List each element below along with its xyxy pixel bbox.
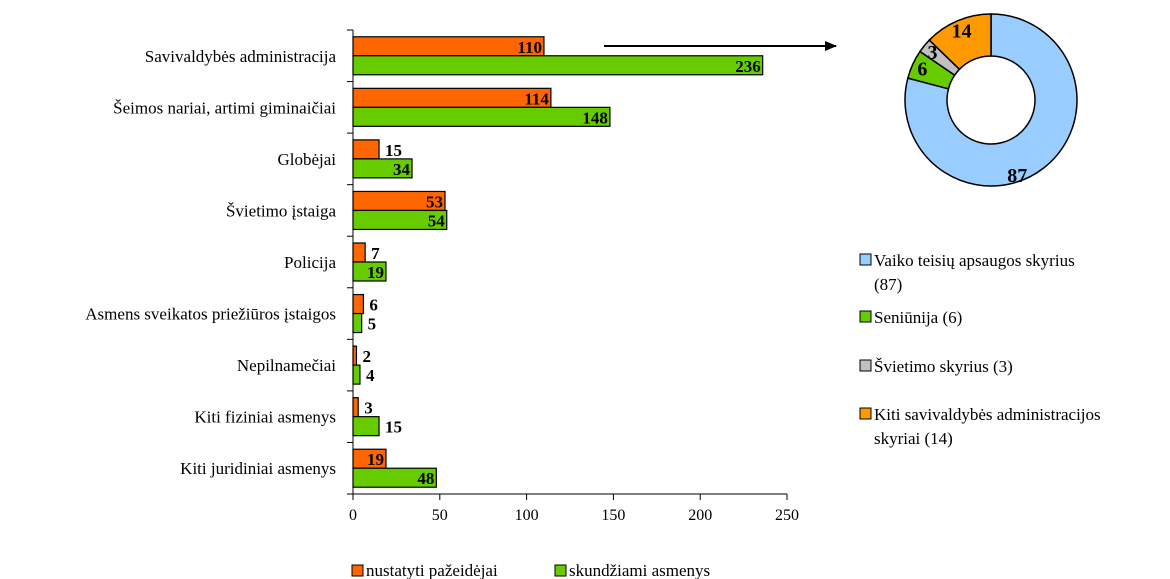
bar-nustatyti (352, 36, 545, 57)
donut-value-label: 6 (917, 59, 927, 81)
legend-swatch (859, 310, 872, 323)
category-label: Kiti juridiniai asmenys (180, 459, 336, 478)
data-label: 48 (417, 469, 434, 488)
data-label: 19 (367, 450, 384, 469)
category-label: Globėjai (277, 150, 336, 169)
category-label: Kiti fiziniai asmenys (194, 408, 336, 427)
bar-nustatyti (352, 242, 366, 263)
data-label: 15 (385, 418, 402, 437)
data-label: 236 (735, 57, 761, 76)
bar-nustatyti (352, 139, 380, 160)
bar-skundziami (352, 364, 361, 385)
data-label: 2 (362, 347, 371, 366)
bar-skundziami (352, 416, 380, 437)
donut-value-label: 14 (952, 20, 972, 42)
x-tick-label: 0 (349, 507, 357, 524)
category-label: Savivaldybės administracija (145, 47, 337, 66)
category-label: Policija (284, 253, 336, 272)
data-label: 53 (426, 192, 443, 211)
x-tick-label: 50 (432, 507, 448, 524)
donut-value-label: 3 (928, 42, 938, 64)
legend-swatch (554, 564, 567, 577)
data-label: 7 (371, 244, 380, 263)
bar-skundziami (352, 55, 764, 76)
bar-chart: 0 50 100 150 200 250 Savivaldybės administraci… (85, 29, 799, 524)
legend-label: nustatyti pažeidėjai (366, 561, 498, 579)
donut-slice (904, 13, 1078, 187)
x-tick-label: 100 (515, 507, 539, 524)
donut-value-label: 87 (1007, 165, 1027, 187)
legend-swatch (351, 564, 364, 577)
data-label: 15 (385, 141, 402, 160)
data-label: 19 (367, 263, 384, 282)
legend-swatch (859, 407, 872, 420)
donut-chart: 87 63 14 (904, 13, 1078, 187)
bar-skundziami (352, 106, 611, 127)
bar-nustatyti (352, 293, 365, 315)
legend-swatch (859, 253, 872, 266)
data-label: 114 (524, 89, 549, 108)
category-label: Asmens sveikatos priežiūros įstaigos (85, 305, 336, 324)
data-label: 6 (369, 296, 378, 315)
bar-skundziami (352, 261, 387, 282)
data-label: 110 (517, 38, 542, 57)
legend-label: Vaiko teisių apsaugos skyrius (87) (874, 251, 1075, 294)
x-tick-label: 200 (688, 507, 712, 524)
x-tick-label: 250 (775, 507, 799, 524)
bar-skundziami (352, 467, 437, 488)
legend-label: Kiti savivaldybės administracijos skyriai… (874, 405, 1101, 448)
category-label: Nepilnamečiai (237, 356, 336, 375)
x-tick-label: 150 (601, 507, 625, 524)
category-label: Švietimo įstaiga (226, 201, 336, 220)
data-label: 148 (582, 108, 608, 127)
legend-swatch (859, 359, 872, 372)
bar-nustatyti (352, 87, 552, 108)
data-label: 34 (393, 160, 411, 179)
category-label: Šeimos nariai, artimi giminaičiai (113, 98, 336, 117)
data-label: 54 (428, 211, 446, 230)
data-label: 4 (366, 366, 375, 385)
bar-legend: nustatyti pažeidėjai skundžiami asmenys (351, 561, 710, 579)
data-label: 3 (364, 399, 373, 418)
bar-skundziami (352, 158, 413, 179)
bar-nustatyti (352, 397, 359, 418)
donut-slice (928, 13, 992, 71)
legend-label: Švietimo skyrius (3) (874, 357, 1013, 376)
bar-nustatyti (352, 345, 358, 366)
legend-label: skundžiami asmenys (569, 561, 710, 579)
donut-legend: Vaiko teisių apsaugos skyrius (87) Seniūni… (859, 251, 1101, 448)
bar-skundziami (352, 312, 363, 334)
bar-skundziami (352, 209, 448, 231)
legend-label: Seniūnija (6) (874, 308, 962, 327)
data-label: 5 (368, 315, 377, 334)
